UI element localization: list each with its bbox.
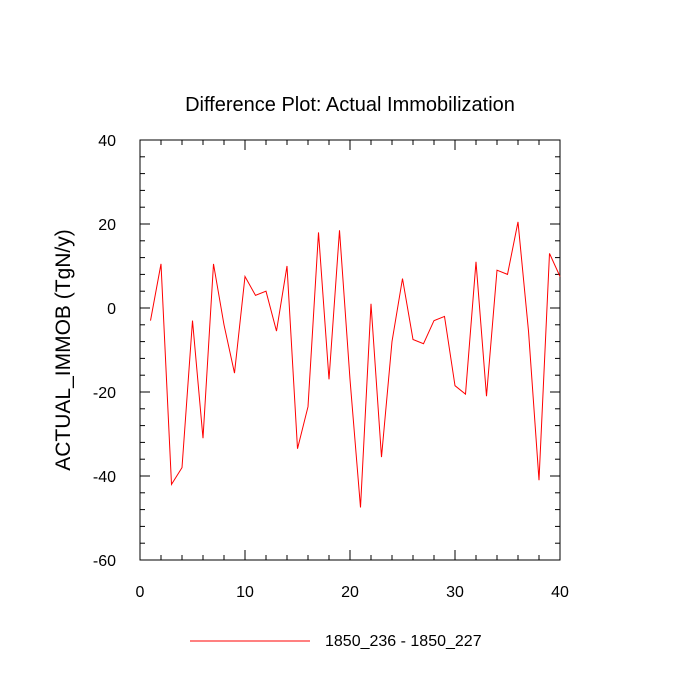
chart-title: Difference Plot: Actual Immobilization bbox=[185, 94, 515, 116]
legend-label: 1850_236 - 1850_227 bbox=[325, 633, 482, 650]
y-tick-label: -60 bbox=[93, 553, 116, 570]
y-tick-label: 0 bbox=[107, 301, 116, 318]
plot-frame bbox=[139, 139, 561, 561]
major-ticks bbox=[139, 139, 561, 561]
y-tick-labels: 40 20 0 -20 -40 -60 bbox=[93, 133, 116, 570]
x-tick-label: 20 bbox=[341, 584, 359, 601]
y-tick-label: 40 bbox=[98, 133, 116, 150]
y-axis-label: ACTUAL_IMMOB (TgN/y) bbox=[52, 229, 75, 471]
x-tick-label: 40 bbox=[551, 584, 569, 601]
x-tick-label: 10 bbox=[236, 584, 254, 601]
y-tick-label: -40 bbox=[93, 469, 116, 486]
x-tick-labels: 0 10 20 30 40 bbox=[136, 584, 569, 601]
minor-ticks bbox=[140, 140, 560, 560]
legend: 1850_236 - 1850_227 bbox=[190, 633, 482, 650]
x-tick-label: 0 bbox=[136, 584, 145, 601]
y-tick-label: 20 bbox=[98, 217, 116, 234]
data-points bbox=[150, 222, 560, 508]
series-line-1850-236-minus-1850-227 bbox=[150, 221, 561, 508]
x-tick-label: 30 bbox=[446, 584, 464, 601]
y-tick-label: -20 bbox=[93, 385, 116, 402]
